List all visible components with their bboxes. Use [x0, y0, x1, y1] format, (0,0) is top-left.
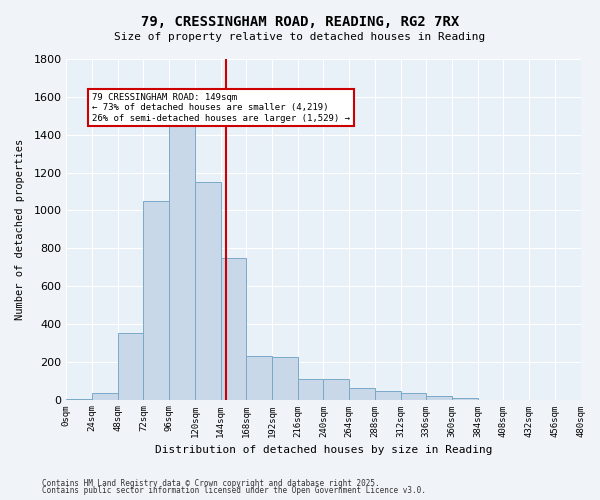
Bar: [323, 378, 349, 400]
Text: 79, CRESSINGHAM ROAD, READING, RG2 7RX: 79, CRESSINGHAM ROAD, READING, RG2 7RX: [141, 15, 459, 29]
Text: 79 CRESSINGHAM ROAD: 149sqm
← 73% of detached houses are smaller (4,219)
26% of : 79 CRESSINGHAM ROAD: 149sqm ← 73% of det…: [92, 93, 350, 123]
Bar: [92, 393, 118, 400]
Bar: [221, 258, 246, 400]
Text: Size of property relative to detached houses in Reading: Size of property relative to detached ho…: [115, 32, 485, 42]
Bar: [143, 201, 169, 400]
Y-axis label: Number of detached properties: Number of detached properties: [15, 138, 25, 320]
Bar: [426, 396, 452, 400]
Bar: [67, 398, 92, 400]
Text: Contains public sector information licensed under the Open Government Licence v3: Contains public sector information licen…: [42, 486, 426, 495]
Bar: [195, 182, 221, 400]
Bar: [375, 391, 401, 400]
X-axis label: Distribution of detached houses by size in Reading: Distribution of detached houses by size …: [155, 445, 492, 455]
Bar: [246, 356, 272, 400]
Bar: [272, 357, 298, 400]
Bar: [349, 388, 375, 400]
Bar: [118, 334, 143, 400]
Bar: [169, 116, 195, 400]
Bar: [401, 393, 426, 400]
Bar: [298, 378, 323, 400]
Text: Contains HM Land Registry data © Crown copyright and database right 2025.: Contains HM Land Registry data © Crown c…: [42, 478, 380, 488]
Bar: [452, 398, 478, 400]
